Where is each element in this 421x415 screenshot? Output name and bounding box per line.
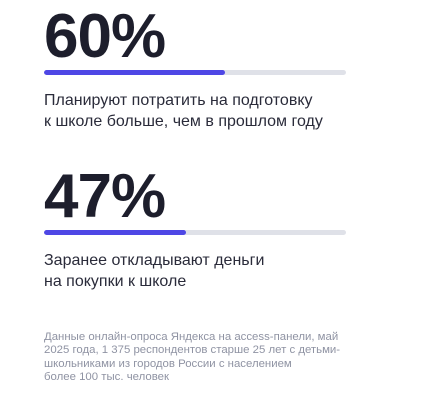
progress-bar-fill	[44, 230, 186, 235]
stat-caption: Планируют потратить на подготовку к школ…	[44, 90, 364, 132]
stat-caption-line: на покупки к школе	[44, 273, 187, 290]
stat-block-spending-more: 60% Планируют потратить на подготовку к …	[44, 6, 364, 132]
stat-caption-line: Планируют потратить на подготовку	[44, 92, 313, 109]
stat-block-saving-money: 47% Заранее откладывают деньги на покупк…	[44, 166, 364, 292]
survey-source-footnote: Данные онлайн-опроса Яндекса на access-п…	[44, 331, 384, 384]
footnote-line: 2025 года, 1 375 респондентов старше 25 …	[44, 344, 341, 357]
stat-caption-line: Заранее откладывают деньги	[44, 252, 265, 269]
footnote-line: школьниками из городов России с населени…	[44, 357, 292, 370]
stat-percentage: 60%	[44, 2, 166, 71]
progress-bar-track	[44, 230, 346, 235]
progress-bar-track	[44, 70, 346, 75]
stat-caption: Заранее откладывают деньги на покупки к …	[44, 250, 364, 292]
progress-bar-fill	[44, 70, 226, 75]
footnote-line: более 100 тыс. человек	[44, 370, 169, 383]
stat-percentage: 47%	[44, 162, 166, 231]
stat-caption-line: к школе больше, чем в прошлом году	[44, 113, 323, 130]
footnote-line: Данные онлайн-опроса Яндекса на access-п…	[44, 331, 339, 343]
